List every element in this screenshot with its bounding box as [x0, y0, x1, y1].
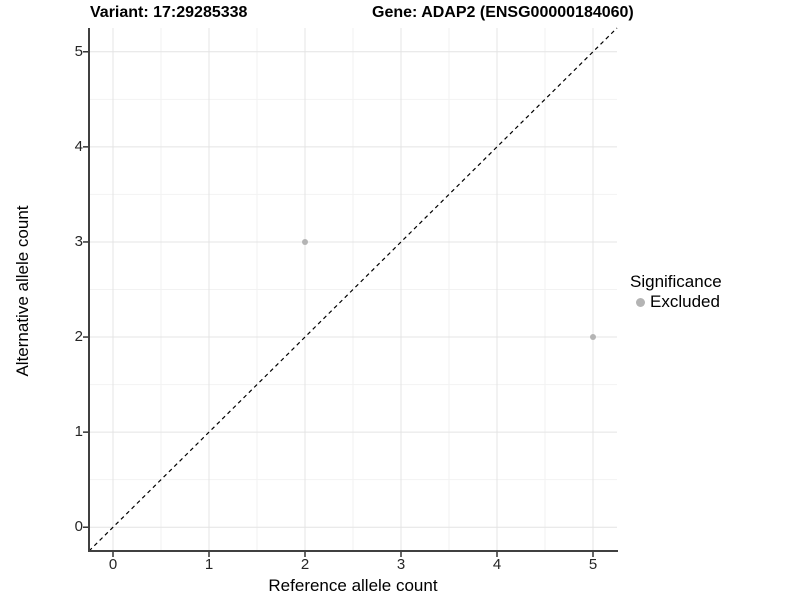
- y-tick-label: 3: [74, 232, 83, 250]
- y-tick-label: 1: [74, 423, 83, 441]
- y-axis-title: Alternative allele count: [13, 205, 32, 377]
- y-tick-label: 4: [74, 137, 83, 155]
- y-tick-label: 5: [74, 42, 83, 60]
- y-tick-label: 2: [74, 328, 83, 346]
- x-tick-label: 2: [300, 556, 310, 573]
- legend-item-label: Excluded: [650, 292, 720, 311]
- legend-title: Significance: [630, 272, 722, 291]
- x-tick-label: 4: [492, 556, 502, 573]
- figure-title-variant: Variant: 17:29285338: [90, 4, 248, 21]
- identity-line: [88, 27, 618, 552]
- x-tick-label: 5: [588, 556, 598, 573]
- x-tick-label: 1: [204, 556, 214, 573]
- x-axis-title: Reference allele count: [268, 576, 438, 595]
- legend-item: Excluded: [630, 292, 722, 312]
- y-tick-label: 0: [74, 518, 83, 536]
- data-point: [302, 238, 308, 245]
- legend: Significance Excluded: [630, 272, 722, 312]
- figure-title-gene: Gene: ADAP2 (ENSG00000184060): [372, 4, 634, 21]
- legend-key-dot-icon: [636, 297, 645, 307]
- data-point: [590, 334, 596, 341]
- x-tick-label: 3: [396, 556, 406, 573]
- x-tick-label: 0: [108, 556, 118, 573]
